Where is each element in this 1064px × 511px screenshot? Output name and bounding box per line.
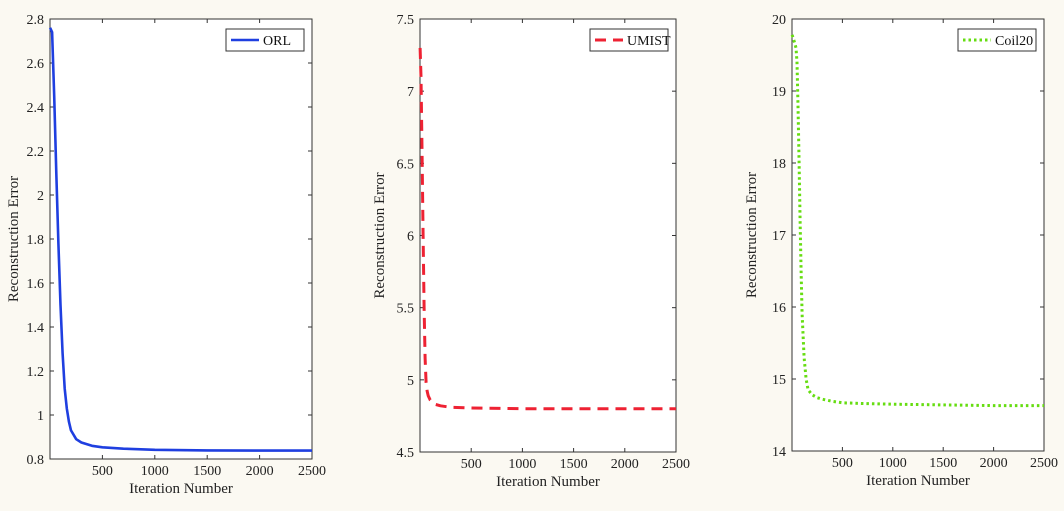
y-tick-label: 4.5 xyxy=(397,446,415,461)
x-tick-label: 2500 xyxy=(1030,456,1058,471)
plot-area-frame xyxy=(419,18,677,453)
y-tick-label: 18 xyxy=(772,157,786,172)
x-tick-label: 2500 xyxy=(298,464,326,479)
y-tick-label: 6.5 xyxy=(397,157,415,172)
chart-panel-2: 500 1000 1500 2000 2500 4.5 5 5.5 6 6.5 7 7.5 Iterat… xyxy=(372,13,690,490)
chart-panel-1: 500 1000 1500 2000 2500 0.8 1 1.2 1.4 1.6 1.8 2 2.2 2… xyxy=(6,13,326,497)
y-tick-label: 16 xyxy=(772,301,786,316)
y-tick-label: 5 xyxy=(407,374,414,389)
x-axis-label: Iteration Number xyxy=(866,473,970,489)
series-line-orl xyxy=(48,27,312,452)
y-tick-label: 1.2 xyxy=(27,365,45,380)
y-tick-label: 1.4 xyxy=(27,321,45,336)
y-tick-label: 17 xyxy=(772,229,786,244)
x-tick-label: 2000 xyxy=(246,464,274,479)
y-tick-label: 1.6 xyxy=(27,277,45,292)
y-tick-label: 19 xyxy=(772,85,786,100)
x-tick-label: 500 xyxy=(461,457,482,472)
y-axis-label: Reconstruction Error xyxy=(6,176,22,302)
legend-box xyxy=(225,28,305,52)
x-tick-label: 1500 xyxy=(560,457,588,472)
x-tick-label: 500 xyxy=(832,456,853,471)
y-tick-label: 2.6 xyxy=(27,57,45,72)
x-tick-label: 1000 xyxy=(508,457,536,472)
plot-area-frame xyxy=(49,18,313,460)
x-tick-label: 2000 xyxy=(611,457,639,472)
y-tick-label: 1 xyxy=(37,409,44,424)
legend-label: Coil20 xyxy=(995,34,1033,49)
y-tick-label: 0.8 xyxy=(27,453,45,468)
chart-panel-3: 500 1000 1500 2000 2500 14 15 16 17 18 19 20 Iterati… xyxy=(744,13,1058,489)
plot-area-frame xyxy=(791,18,1045,452)
y-tick-label: 2.2 xyxy=(27,145,45,160)
series-line-coil20 xyxy=(790,34,1044,408)
x-tick-label: 1500 xyxy=(193,464,221,479)
y-tick-label: 2.4 xyxy=(27,101,45,116)
x-axis-label: Iteration Number xyxy=(496,474,600,490)
y-axis-label: Reconstruction Error xyxy=(744,172,760,298)
x-tick-label: 2500 xyxy=(662,457,690,472)
y-tick-label: 2 xyxy=(37,189,44,204)
y-tick-label: 5.5 xyxy=(397,302,415,317)
y-tick-label: 2.8 xyxy=(27,13,45,28)
x-tick-label: 1500 xyxy=(929,456,957,471)
y-tick-label: 14 xyxy=(772,445,786,460)
x-tick-label: 1000 xyxy=(141,464,169,479)
y-tick-label: 7.5 xyxy=(397,13,415,28)
y-tick-label: 15 xyxy=(772,373,786,388)
y-tick-label: 7 xyxy=(407,85,414,100)
x-tick-label: 1000 xyxy=(879,456,907,471)
legend-box xyxy=(957,28,1037,52)
x-axis-label: Iteration Number xyxy=(129,481,233,497)
legend-label: UMIST xyxy=(627,34,671,49)
y-axis-label: Reconstruction Error xyxy=(372,172,388,298)
legend-box xyxy=(589,28,669,52)
x-tick-label: 500 xyxy=(92,464,113,479)
y-tick-label: 1.8 xyxy=(27,233,45,248)
x-tick-label: 2000 xyxy=(980,456,1008,471)
legend-label: ORL xyxy=(263,34,291,49)
y-tick-label: 20 xyxy=(772,13,786,28)
series-line-umist xyxy=(418,47,676,411)
y-tick-label: 6 xyxy=(407,230,414,245)
